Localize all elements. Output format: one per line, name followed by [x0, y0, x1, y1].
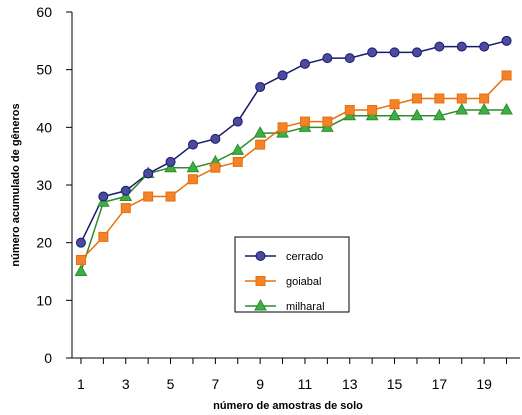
point-cerrado [120, 185, 131, 196]
point-goiabal [456, 93, 467, 104]
series-markers [74, 35, 513, 276]
x-tick-label: 11 [298, 376, 313, 392]
x-tick-label: 13 [342, 376, 358, 392]
y-tick-label: 0 [44, 350, 52, 366]
point-milharal [433, 108, 446, 121]
point-milharal [388, 108, 401, 121]
point-goiabal [479, 93, 490, 104]
point-milharal [253, 126, 267, 138]
point-cerrado [232, 116, 243, 127]
x-tick-label: 15 [387, 376, 403, 392]
point-milharal [186, 160, 200, 173]
x-tick-label: 9 [256, 376, 264, 392]
point-cerrado [411, 47, 422, 58]
point-goiabal [299, 116, 310, 127]
y-tick-label: 60 [36, 4, 52, 20]
y-tick-label: 40 [36, 119, 52, 135]
point-cerrado [344, 53, 355, 64]
point-milharal [500, 102, 513, 115]
legend-marker-milharal [254, 298, 267, 311]
point-cerrado [456, 41, 467, 52]
point-cerrado [389, 47, 400, 58]
point-goiabal [187, 174, 198, 185]
x-tick-label: 3 [122, 376, 130, 392]
x-tick-label: 1 [77, 376, 85, 392]
point-cerrado [143, 168, 154, 179]
point-cerrado [187, 139, 198, 150]
x-tick-label: 5 [167, 376, 175, 392]
point-cerrado [299, 58, 310, 69]
point-cerrado [322, 53, 333, 64]
legend: cerrado goiabal milharal [234, 236, 350, 313]
y-tick-label: 10 [36, 292, 52, 308]
point-goiabal [75, 254, 86, 265]
point-goiabal [255, 139, 266, 150]
y-tick-label: 30 [36, 177, 52, 193]
x-tick-label: 17 [432, 376, 448, 392]
point-cerrado [367, 47, 378, 58]
x-tick-label: 7 [211, 376, 219, 392]
point-goiabal [434, 93, 445, 104]
point-goiabal [344, 105, 355, 116]
point-cerrado [210, 133, 221, 144]
point-milharal [231, 143, 245, 155]
point-cerrado [75, 237, 86, 248]
point-goiabal [120, 203, 131, 214]
point-milharal [477, 102, 491, 115]
point-cerrado [255, 81, 266, 92]
point-goiabal [232, 156, 243, 167]
legend-marker-cerrado [255, 251, 266, 261]
y-tick-label: 20 [36, 235, 52, 251]
point-cerrado [98, 191, 109, 202]
point-goiabal [277, 122, 288, 133]
point-milharal [410, 108, 424, 121]
legend-label-cerrado: cerrado [286, 251, 323, 263]
point-goiabal [501, 70, 512, 81]
point-goiabal [165, 191, 176, 202]
legend-box [234, 236, 350, 313]
point-goiabal [322, 116, 333, 127]
point-cerrado [434, 41, 445, 52]
series-line-cerrado [80, 40, 507, 243]
point-milharal [455, 102, 469, 115]
legend-marker-goiabal [255, 276, 266, 286]
x-ticks: 1 3 5 7 9 11 13 15 17 19 [77, 358, 508, 392]
y-axis-title: número acumulado de gêneros [10, 103, 22, 266]
point-goiabal [389, 99, 400, 110]
point-goiabal [143, 191, 154, 202]
point-milharal [74, 264, 88, 276]
point-goiabal [98, 231, 109, 242]
point-cerrado [479, 41, 490, 52]
point-goiabal [367, 105, 378, 116]
x-axis-title: número de amostras de solo [213, 400, 363, 412]
y-tick-label: 50 [36, 62, 52, 78]
y-ticks: 0 10 20 30 40 50 60 [36, 4, 72, 366]
legend-label-goiabal: goiabal [286, 276, 321, 288]
x-tick-label: 19 [476, 376, 492, 392]
point-cerrado [501, 35, 512, 46]
point-goiabal [210, 162, 221, 173]
point-cerrado [165, 156, 176, 167]
point-goiabal [411, 93, 422, 104]
point-cerrado [277, 70, 288, 81]
legend-label-milharal: milharal [286, 301, 325, 313]
